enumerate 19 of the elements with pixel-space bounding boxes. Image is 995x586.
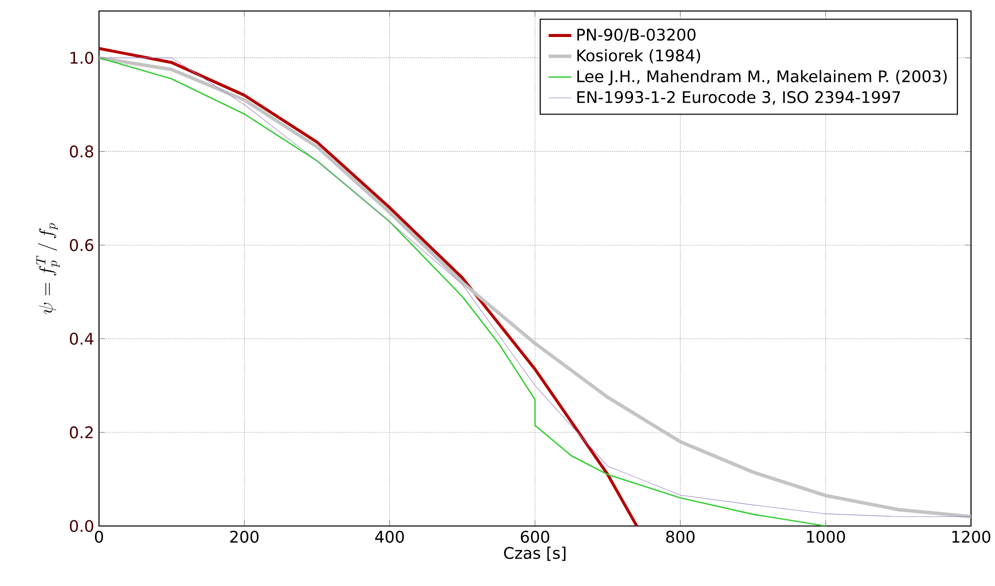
y-tick-label: 0.0 (70, 520, 94, 532)
x-tick-label: 400 (375, 530, 404, 543)
y-tick-label: 0.6 (70, 239, 94, 252)
x-tick-label: 1000 (807, 530, 845, 543)
y-tick-label: 1.0 (70, 52, 94, 64)
y-tick-label: 0.4 (70, 332, 94, 345)
legend-label: EN-1993-1-2 Eurocode 3, ISO 2394-1997 (577, 90, 900, 105)
x-tick-label: 800 (666, 530, 695, 543)
legend-label: PN-90/B-03200 (577, 28, 696, 42)
x-tick-label: 0 (94, 530, 104, 543)
legend-label: Kosiorek (1984) (577, 49, 700, 64)
y-tick-label: 0.2 (70, 426, 93, 438)
x-tick-label: 1200 (952, 530, 990, 543)
y-axis-title: $\psi = f_p^T\,/\,f_p$ (36, 223, 60, 314)
x-axis-title: Czas [s] (504, 546, 566, 561)
legend-label: Lee J.H., Mahendram M., Makelainem P. (2003) (577, 70, 947, 86)
x-tick-label: 200 (230, 530, 259, 543)
x-tick-label: 600 (520, 530, 550, 543)
y-tick-label: 0.8 (70, 145, 94, 158)
